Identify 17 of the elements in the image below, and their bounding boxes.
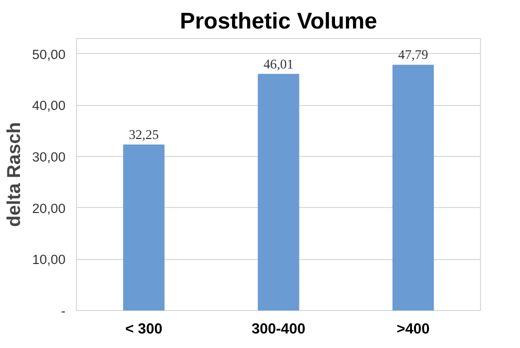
x-tick-label: >400 — [396, 322, 430, 338]
x-tick-label: 300-400 — [252, 322, 306, 338]
y-tick-label: 30,00 — [32, 150, 66, 165]
y-tick-label: - — [61, 304, 66, 318]
x-tick-label: < 300 — [125, 322, 162, 338]
chart-title: Prosthetic Volume — [180, 8, 378, 34]
y-tick-label: 20,00 — [32, 200, 66, 216]
bar — [123, 144, 165, 310]
y-tick-label: 40,00 — [32, 98, 66, 114]
y-tick-label: 50,00 — [32, 46, 66, 62]
y-axis-title: delta Rasch — [3, 122, 24, 227]
bar — [392, 64, 434, 310]
y-tick-label: 10,00 — [32, 252, 66, 268]
data-label: 32,25 — [128, 126, 160, 142]
data-label: 47,79 — [398, 47, 428, 62]
bar — [258, 74, 300, 310]
data-label: 46,01 — [264, 56, 294, 72]
